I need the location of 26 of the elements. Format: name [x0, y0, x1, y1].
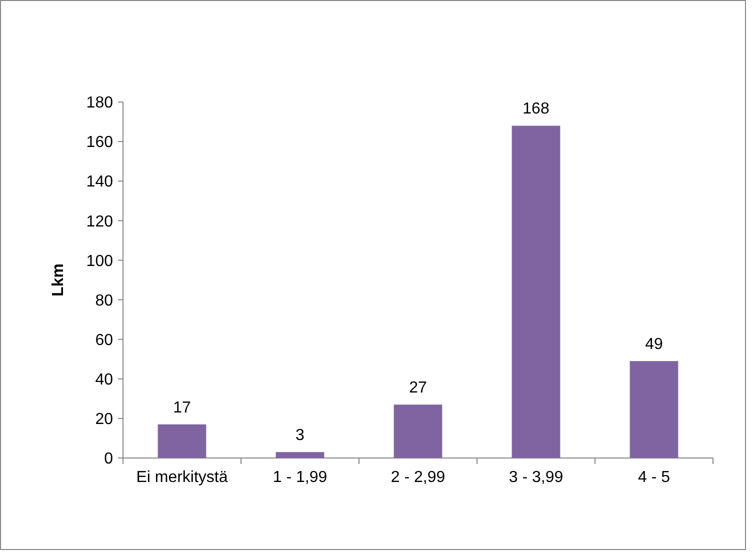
x-tick-label: 4 - 5 [638, 469, 670, 486]
y-tick-label: 60 [95, 332, 114, 349]
bar [512, 126, 560, 458]
data-label: 17 [173, 399, 191, 416]
bar [158, 424, 206, 458]
data-label: 49 [645, 336, 663, 354]
x-tick-label: Ei merkitystä [136, 469, 228, 486]
bar [276, 452, 324, 458]
y-tick-label: 20 [95, 411, 114, 428]
data-label: 168 [522, 100, 550, 118]
y-tick-label: 80 [95, 292, 114, 310]
bar [394, 404, 442, 458]
y-tick-label: 140 [86, 174, 114, 191]
y-axis-title: Lkm [50, 264, 67, 296]
x-tick-label: 3 - 3,99 [508, 469, 564, 486]
y-tick-label: 160 [86, 134, 114, 152]
data-label: 3 [296, 427, 305, 444]
y-tick-label: 100 [86, 252, 114, 270]
bar [630, 361, 678, 458]
y-tick-label: 40 [95, 371, 114, 388]
x-tick-label: 2 - 2,99 [390, 469, 446, 486]
y-tick-label: 180 [86, 94, 114, 112]
y-tick-label: 120 [86, 213, 114, 230]
x-tick-label: 1 - 1,99 [272, 469, 328, 486]
y-tick-label: 0 [104, 450, 114, 468]
data-label: 27 [409, 380, 427, 397]
